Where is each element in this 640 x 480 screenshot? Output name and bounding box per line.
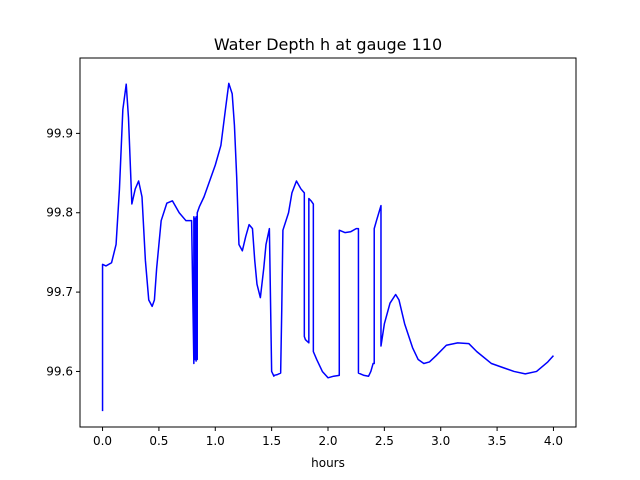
x-tick-label: 0.0: [93, 434, 112, 448]
x-tick-label: 2.0: [318, 434, 337, 448]
series-line-0: [101, 82, 555, 412]
x-tick-label: 3.5: [488, 434, 507, 448]
chart-title: Water Depth h at gauge 110: [214, 35, 442, 54]
y-tick-label: 99.7: [46, 285, 73, 299]
x-axis: 0.0 0.5 1.0 1.5 2.0 2.5 3.0 3.5 4.0: [93, 427, 563, 448]
series-layer: [101, 82, 555, 412]
y-tick-label: 99.6: [46, 364, 73, 378]
x-tick-label: 0.5: [149, 434, 168, 448]
x-tick-label: 2.5: [375, 434, 394, 448]
y-tick-label: 99.8: [46, 206, 73, 220]
x-tick-label: 4.0: [544, 434, 563, 448]
y-axis: 99.6 99.7 99.8 99.9: [46, 126, 80, 378]
x-tick-label: 1.5: [262, 434, 281, 448]
x-tick-label: 1.0: [206, 434, 225, 448]
x-tick-label: 3.0: [431, 434, 450, 448]
y-tick-label: 99.9: [46, 126, 73, 140]
x-axis-label: hours: [311, 456, 345, 470]
